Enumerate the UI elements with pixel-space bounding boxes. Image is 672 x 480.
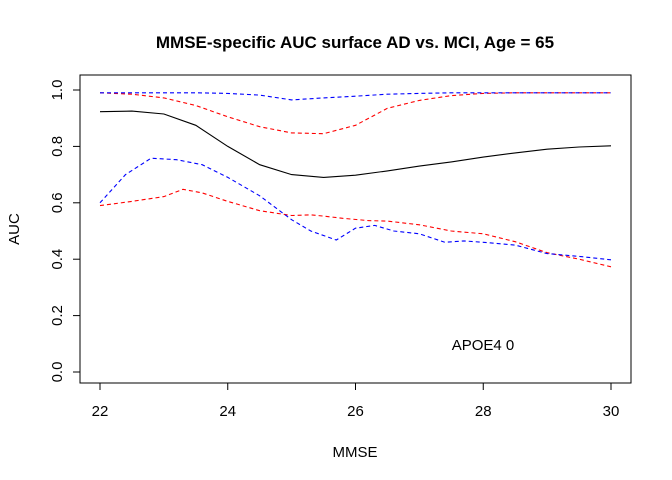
series-line-4 [100,92,611,101]
x-tick-label: 24 [219,403,236,420]
x-tick-label: 22 [92,403,109,420]
plot-frame [79,74,632,384]
chart-title: MMSE-specific AUC surface AD vs. MCI, Ag… [156,33,554,52]
series-line-3 [99,188,612,268]
y-tick-label: 0.6 [49,192,66,213]
y-tick-label: 1.0 [49,80,66,101]
y-tick-label: 0.0 [49,362,66,383]
series-line-1 [99,110,612,178]
y-tick-label: 0.2 [49,305,66,326]
y-tick-label: 0.8 [49,136,66,157]
series-line-2 [99,92,611,135]
x-tick-label: 30 [603,403,620,420]
series-line-5 [99,157,612,261]
x-axis: 22 24 26 28 30 [92,382,620,420]
apoe4-annotation: APOE4 0 [452,337,515,354]
y-tick-label: 0.4 [49,249,66,270]
series-layer [99,92,612,268]
y-axis: 0.0 0.2 0.4 0.6 0.8 1.0 [49,80,81,383]
x-tick-label: 28 [475,403,492,420]
x-axis-label: MMSE [333,444,378,461]
x-tick-label: 26 [347,403,364,420]
y-axis-label: AUC [6,213,23,245]
